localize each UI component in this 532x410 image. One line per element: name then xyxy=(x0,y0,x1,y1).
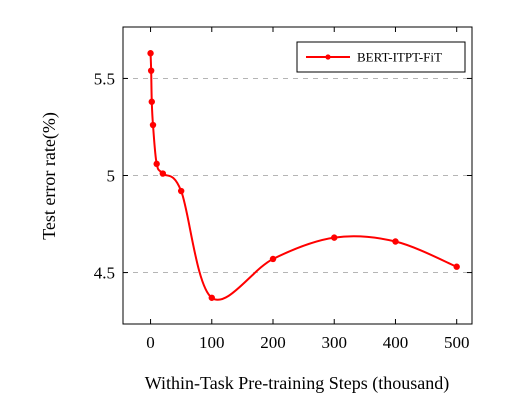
series-line xyxy=(149,52,458,301)
legend-marker xyxy=(325,54,331,60)
x-tick-label: 400 xyxy=(383,333,409,352)
gridlines xyxy=(123,77,472,274)
data-point xyxy=(147,50,154,57)
data-point xyxy=(147,67,155,74)
data-point xyxy=(453,263,460,270)
data-point xyxy=(392,238,399,245)
y-ticks: 4.5 5 5.5 xyxy=(94,69,472,283)
y-axis-title: Test error rate(%) xyxy=(39,112,60,240)
data-point xyxy=(269,255,277,263)
legend-label: BERT-ITPT-FiT xyxy=(357,50,442,65)
data-point xyxy=(149,121,157,129)
data-point xyxy=(153,160,160,168)
data-point xyxy=(177,187,185,195)
y-tick-label: 5 xyxy=(107,167,116,186)
x-tick-label: 200 xyxy=(260,333,286,352)
x-tick-label: 300 xyxy=(321,333,347,352)
x-ticks: 0 100 200 300 400 500 xyxy=(146,27,469,352)
x-tick-label: 100 xyxy=(199,333,225,352)
data-point xyxy=(148,98,155,105)
x-axis-title: Within-Task Pre-training Steps (thousand… xyxy=(145,373,449,394)
legend: BERT-ITPT-FiT xyxy=(296,41,466,73)
y-tick-label: 4.5 xyxy=(94,264,115,283)
x-tick-label: 0 xyxy=(146,333,155,352)
data-point xyxy=(331,234,338,241)
data-point xyxy=(159,170,166,177)
x-tick-label: 500 xyxy=(444,333,470,352)
data-points xyxy=(147,50,460,301)
y-tick-label: 5.5 xyxy=(94,69,115,88)
data-point xyxy=(208,294,215,301)
